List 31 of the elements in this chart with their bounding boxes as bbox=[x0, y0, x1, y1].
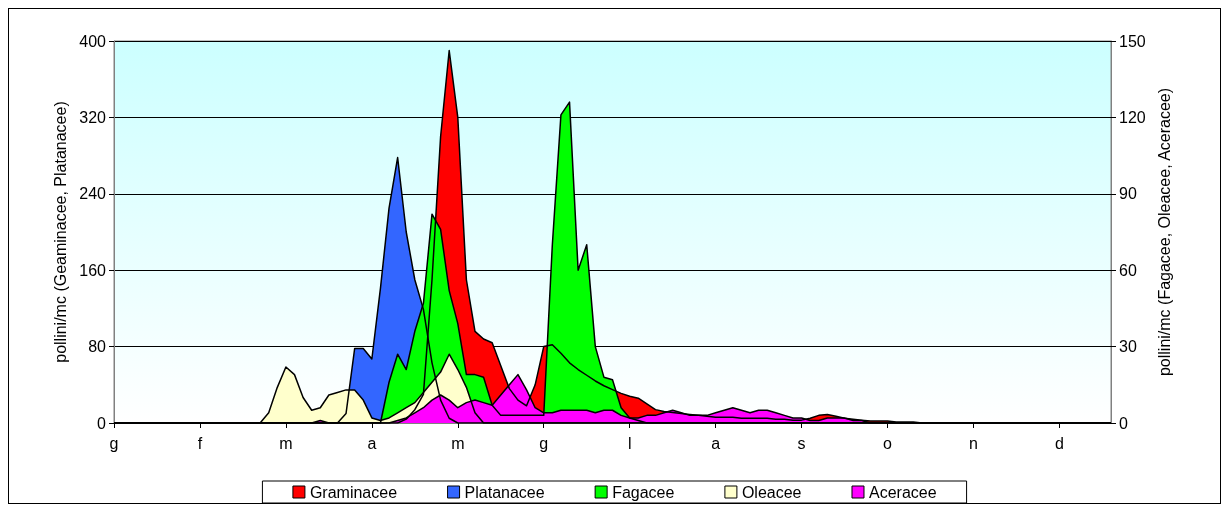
x-tick-label: l bbox=[627, 434, 632, 452]
x-tick-label: o bbox=[883, 434, 893, 452]
y-tick-label: 400 bbox=[79, 32, 107, 50]
legend-label: Oleacee bbox=[741, 483, 802, 501]
y-tick-label: 320 bbox=[79, 108, 107, 126]
x-tick-label: a bbox=[367, 434, 377, 452]
x-tick-label: s bbox=[797, 434, 806, 452]
y2-tick-label: 0 bbox=[1119, 414, 1128, 432]
y2-tick-label: 60 bbox=[1119, 261, 1137, 279]
x-tick-label: m bbox=[451, 434, 465, 452]
y2-tick-label: 90 bbox=[1119, 185, 1137, 203]
x-tick-label: n bbox=[969, 434, 978, 452]
legend-label: Platanacee bbox=[464, 483, 545, 501]
y-tick-label: 160 bbox=[79, 261, 107, 279]
y-axis-title: pollini/mc (Geaminacee, Platanacee) bbox=[51, 101, 69, 363]
y2-tick-label: 150 bbox=[1119, 32, 1146, 50]
y2-tick-label: 120 bbox=[1119, 108, 1146, 126]
x-tick-label: d bbox=[1054, 434, 1064, 452]
y2-axis-title: pollini/mc (Fagacee, Oleacee, Aceracee) bbox=[1156, 87, 1174, 377]
y-tick-label: 240 bbox=[79, 185, 107, 203]
y-tick-label: 0 bbox=[97, 414, 107, 432]
legend-label: Aceracee bbox=[868, 483, 937, 501]
x-tick-label: g bbox=[109, 434, 119, 452]
legend-label: Graminacee bbox=[309, 483, 398, 501]
x-tick-label: m bbox=[279, 434, 293, 452]
y-tick-label: 80 bbox=[88, 338, 107, 356]
x-tick-label: a bbox=[711, 434, 721, 452]
x-tick-label: g bbox=[539, 434, 549, 452]
y2-tick-label: 30 bbox=[1119, 338, 1137, 356]
x-tick-label: f bbox=[197, 434, 203, 452]
legend-label: Fagacee bbox=[612, 483, 675, 501]
